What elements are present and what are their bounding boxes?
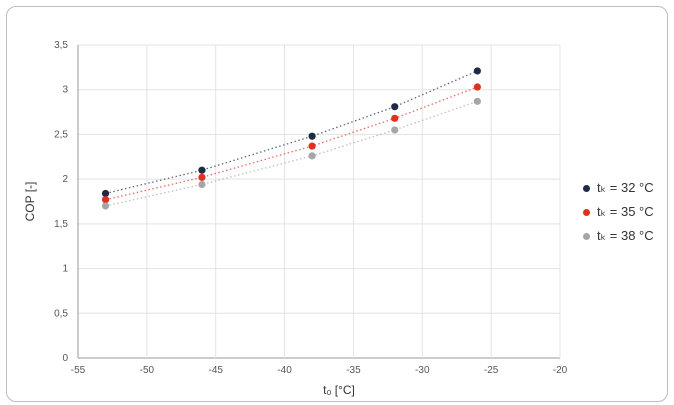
legend-item-1: tₖ = 32 °C: [583, 176, 654, 200]
data-point-series-3: [198, 180, 206, 189]
y-tick-label: 2,5: [54, 129, 68, 140]
data-point-series-3: [308, 152, 316, 160]
data-point-series-1: [308, 132, 316, 140]
legend-item-2: tₖ = 35 °C: [583, 200, 654, 224]
data-point-series-2: [473, 83, 481, 91]
x-tick-label: -50: [140, 365, 155, 376]
data-point-series-2: [101, 196, 110, 204]
data-point-series-3: [101, 202, 110, 210]
x-tick-label: -55: [71, 365, 86, 376]
trendline-series-2: [105, 86, 478, 201]
x-tick-label: -45: [208, 365, 223, 376]
chart-frame: [6, 6, 668, 402]
legend-label: tₖ = 38 °C: [597, 228, 654, 243]
data-point-series-3: [391, 126, 399, 134]
legend-label: tₖ = 32 °C: [597, 180, 654, 195]
x-tick-label: -35: [346, 365, 361, 376]
trendline-series-3: [105, 100, 478, 207]
data-point-series-2: [391, 114, 399, 122]
y-tick-label: 2: [62, 174, 68, 185]
y-tick-label: 0,5: [54, 308, 68, 319]
x-tick-label: -40: [277, 365, 292, 376]
legend-marker-icon: [583, 232, 590, 240]
y-axis-title: COP [-]: [23, 182, 37, 222]
y-tick-label: 3: [62, 85, 68, 96]
data-point-series-1: [101, 189, 110, 198]
data-point-series-2: [308, 142, 316, 150]
data-point-series-1: [391, 103, 399, 111]
data-point-series-1: [198, 166, 206, 174]
chart-legend: tₖ = 32 °C tₖ = 35 °C tₖ = 38 °C: [583, 176, 654, 248]
y-tick-label: 0: [62, 353, 68, 364]
x-axis-title: t₀ [°C]: [323, 383, 355, 397]
legend-item-3: tₖ = 38 °C: [583, 224, 654, 248]
x-tick-label: -20: [553, 365, 568, 376]
data-point-series-3: [473, 97, 481, 105]
y-tick-label: 1,5: [54, 219, 68, 230]
data-point-series-2: [198, 173, 206, 181]
legend-marker-icon: [583, 184, 590, 192]
trendline-series-1: [105, 70, 478, 195]
legend-marker-icon: [583, 208, 590, 216]
legend-label: tₖ = 35 °C: [597, 204, 654, 219]
y-tick-label: 3,5: [54, 40, 68, 51]
x-tick-label: -30: [415, 365, 430, 376]
x-tick-label: -25: [484, 365, 499, 376]
y-tick-label: 1: [62, 264, 68, 275]
data-point-series-1: [473, 67, 481, 75]
